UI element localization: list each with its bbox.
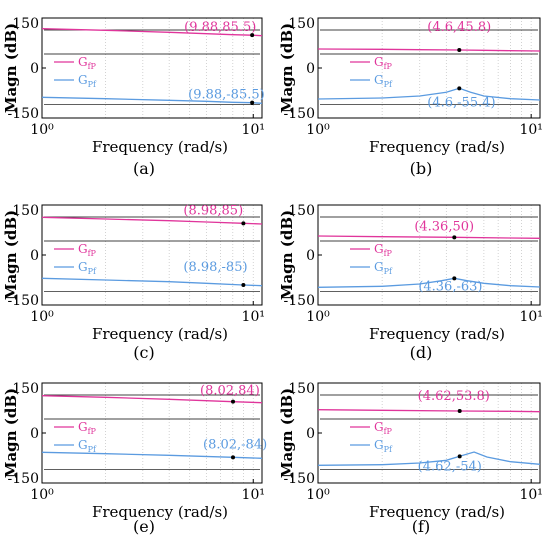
x-tick-label: 10⁰ xyxy=(30,309,54,325)
x-tick-label: 10⁰ xyxy=(30,487,54,503)
data-point-marker xyxy=(457,409,462,413)
data-point-marker xyxy=(241,283,246,287)
x-axis-label: Frequency (rad/s) xyxy=(92,503,228,521)
x-axis-label: Frequency (rad/s) xyxy=(92,138,228,156)
x-axis-label: Frequency (rad/s) xyxy=(369,503,505,521)
y-axis-label: Magn (dB) xyxy=(278,210,296,300)
y-tick-label: 150 xyxy=(288,381,315,397)
legend-label: GPf xyxy=(374,73,393,89)
data-point-marker xyxy=(457,48,462,52)
y-tick-label: -150 xyxy=(284,293,315,309)
point-annotation: (9.88,85.5) xyxy=(184,20,256,35)
y-tick-label: 0 xyxy=(306,426,315,442)
data-point-marker xyxy=(250,100,255,105)
point-annotation: (4.62,-54) xyxy=(418,459,482,474)
y-tick-label: -150 xyxy=(284,106,315,122)
y-axis-label: Magn (dB) xyxy=(278,388,296,478)
series-line-g-pf xyxy=(41,277,263,287)
y-tick-label: 150 xyxy=(288,16,315,32)
legend-label: GPf xyxy=(78,260,97,276)
legend-label: GfP xyxy=(78,242,97,258)
legend-label: GfP xyxy=(374,420,393,436)
point-annotation: (9.88,-85.5) xyxy=(188,88,265,103)
y-axis-label: Magn (dB) xyxy=(2,388,20,478)
legend-label: GfP xyxy=(374,242,393,258)
data-point-marker xyxy=(241,221,246,226)
panel-label: (f) xyxy=(412,517,430,536)
data-point-marker xyxy=(457,86,462,91)
x-tick-label: 10⁰ xyxy=(306,309,330,325)
legend-label: GfP xyxy=(374,55,393,71)
point-annotation: (8.02,-84) xyxy=(203,437,267,452)
y-tick-label: 150 xyxy=(288,203,315,219)
legend-label: GfP xyxy=(78,55,97,71)
series-line-g-fp xyxy=(317,409,541,413)
y-axis-label: Magn (dB) xyxy=(2,210,20,300)
y-tick-label: -150 xyxy=(8,293,39,309)
x-tick-label: 10⁰ xyxy=(30,122,54,138)
data-point-marker xyxy=(231,399,236,404)
point-annotation: (8.02,84) xyxy=(200,384,260,399)
y-tick-label: 0 xyxy=(306,248,315,264)
y-tick-label: 0 xyxy=(306,61,315,77)
point-annotation: (4.6,45.8) xyxy=(427,20,491,35)
y-tick-label: 0 xyxy=(30,61,39,77)
x-tick-label: 10¹ xyxy=(242,309,265,325)
series-line-g-pf xyxy=(41,451,263,459)
x-axis-label: Frequency (rad/s) xyxy=(369,138,505,156)
x-tick-label: 10¹ xyxy=(519,122,542,138)
x-tick-label: 10¹ xyxy=(242,487,265,503)
legend-label: GPf xyxy=(374,260,393,276)
data-point-marker xyxy=(457,454,462,459)
data-point-marker xyxy=(250,33,255,38)
y-tick-label: 0 xyxy=(30,426,39,442)
series-line-g-fp xyxy=(317,48,541,52)
series-line-g-fp xyxy=(41,395,263,404)
panel-label: (a) xyxy=(133,159,155,178)
y-tick-label: -150 xyxy=(284,471,315,487)
point-annotation: (4.36,50) xyxy=(414,219,474,234)
legend-label: GPf xyxy=(78,438,97,454)
y-tick-label: -150 xyxy=(8,106,39,122)
point-annotation: (8.98,85) xyxy=(183,203,243,218)
x-tick-label: 10¹ xyxy=(242,122,265,138)
y-tick-label: 150 xyxy=(12,16,39,32)
x-tick-label: 10¹ xyxy=(519,487,542,503)
x-tick-label: 10¹ xyxy=(519,309,542,325)
data-point-marker xyxy=(452,276,457,281)
x-axis-label: Frequency (rad/s) xyxy=(369,325,505,343)
series-line-g-fp xyxy=(41,216,263,225)
panel-label: (c) xyxy=(133,343,154,362)
panel-label: (d) xyxy=(410,343,433,362)
x-tick-label: 10⁰ xyxy=(306,122,330,138)
data-point-marker xyxy=(452,235,457,240)
legend-label: GfP xyxy=(78,420,97,436)
y-axis-label: Magn (dB) xyxy=(2,23,20,113)
x-tick-label: 10⁰ xyxy=(306,487,330,503)
y-tick-label: -150 xyxy=(8,471,39,487)
legend-label: GPf xyxy=(374,438,393,454)
legend-label: GPf xyxy=(78,73,97,89)
data-point-marker xyxy=(231,455,236,460)
point-annotation: (4.36,-63) xyxy=(418,279,482,294)
point-annotation: (4.62,53.8) xyxy=(418,389,490,404)
y-tick-label: 0 xyxy=(30,248,39,264)
y-tick-label: 150 xyxy=(12,203,39,219)
y-tick-label: 150 xyxy=(12,381,39,397)
panel-label: (b) xyxy=(410,159,433,178)
point-annotation: (8.98,-85) xyxy=(183,260,247,275)
point-annotation: (4.6,-55.4) xyxy=(427,95,495,110)
x-axis-label: Frequency (rad/s) xyxy=(92,325,228,343)
series-line-g-fp xyxy=(317,235,541,239)
panel-label: (e) xyxy=(133,517,155,536)
y-axis-label: Magn (dB) xyxy=(278,23,296,113)
